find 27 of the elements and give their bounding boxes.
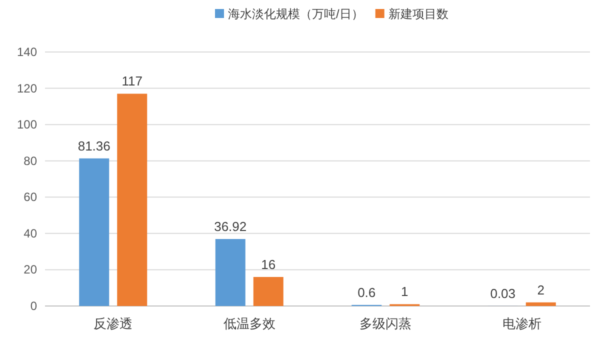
data-label: 1 [401,284,408,300]
y-tick-label: 80 [24,154,38,168]
bar [117,94,148,306]
y-tick-label: 60 [24,190,38,204]
data-label: 0.03 [490,286,516,301]
legend-label: 新建项目数 [388,7,448,21]
data-label: 117 [122,74,142,89]
x-tick-label: 电渗析 [502,316,542,331]
y-tick-label: 100 [16,118,38,132]
bar [79,158,110,306]
y-tick-label: 120 [16,81,38,96]
bar [215,239,246,306]
y-tick-label: 0 [30,299,38,313]
y-tick-label: 140 [16,45,38,59]
legend-label: 海水淡化规模（万吨/日） [228,7,364,21]
x-tick-label: 低温多效 [223,316,276,331]
y-tick-label: 40 [24,226,38,240]
x-tick-label: 反渗透 [94,316,133,331]
data-label: 0.6 [358,284,376,300]
data-label: 2 [537,282,544,298]
x-tick-label: 多级闪蒸 [360,316,412,331]
data-label: 81.36 [78,138,110,154]
bar [253,276,284,306]
bar [526,302,556,306]
data-label: 16 [261,256,276,272]
data-label: 36.92 [214,219,247,234]
y-tick-label: 20 [24,262,38,277]
